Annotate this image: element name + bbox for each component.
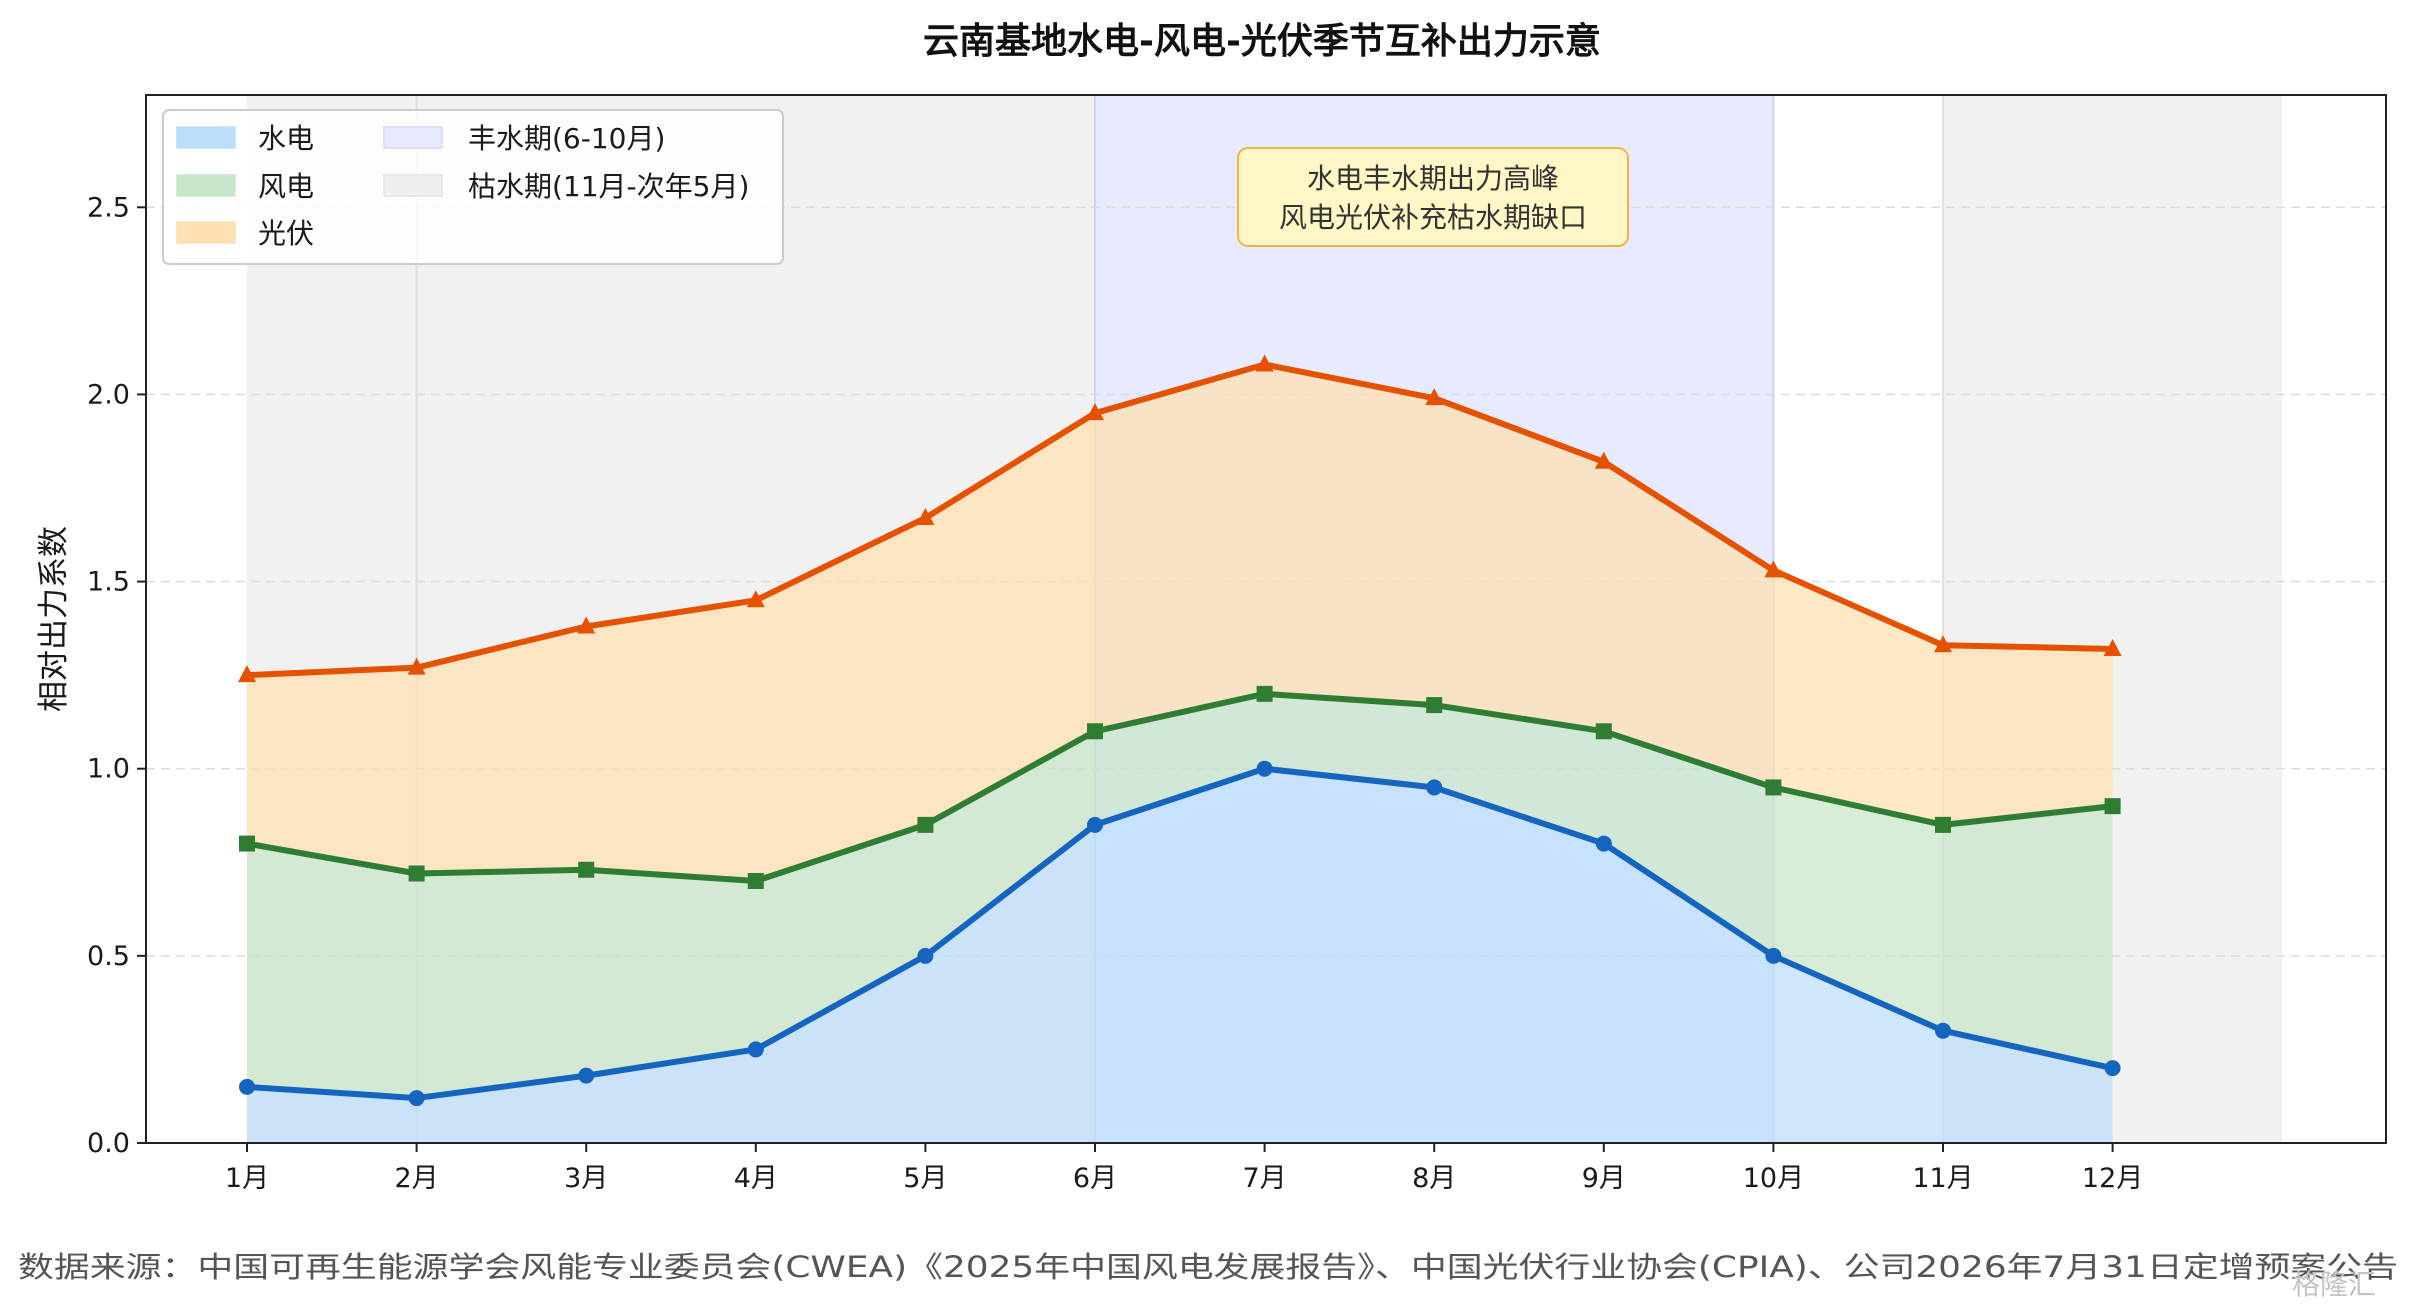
series-line-hydro xyxy=(244,765,2116,1102)
data-point-solar xyxy=(746,590,765,608)
data-point-solar xyxy=(407,657,426,675)
data-point-wind xyxy=(1256,685,1273,702)
x-tick-label: 9月 xyxy=(1582,1163,1626,1194)
y-axis: 0.0 0.5 1.0 1.5 2.0 2.5 xyxy=(87,192,146,1159)
data-point-wind xyxy=(1595,723,1612,740)
data-point-solar xyxy=(1255,354,1274,372)
x-tick-label: 2月 xyxy=(395,1163,439,1194)
x-tick-label: 12月 xyxy=(2082,1163,2143,1194)
data-point-hydro xyxy=(1426,779,1443,796)
x-tick-label: 1月 xyxy=(225,1163,269,1194)
series-lines xyxy=(244,361,2116,1102)
data-point-solar xyxy=(2103,638,2122,656)
legend-item-wind: 风电 xyxy=(176,170,314,203)
data-point-hydro xyxy=(1595,835,1612,852)
data-point-hydro xyxy=(747,1041,764,1058)
series-line-solar xyxy=(244,361,2116,679)
data-point-hydro xyxy=(578,1067,595,1084)
data-point-wind xyxy=(239,835,255,852)
x-tick-label: 8月 xyxy=(1412,1163,1456,1194)
x-tick-label: 10月 xyxy=(1743,1163,1804,1194)
x-tick-label: 5月 xyxy=(903,1163,947,1194)
x-axis: 1月 2月 3月 4月 5月 6月 7月 8月 9月 10月 11月 12月 xyxy=(225,1143,2143,1194)
data-point-hydro xyxy=(917,947,934,964)
annotation-line-1: 水电丰水期出力高峰 xyxy=(1307,162,1559,195)
series-markers xyxy=(238,354,2122,1107)
x-tick-label: 11月 xyxy=(1912,1163,1973,1194)
area-hydro xyxy=(247,768,2113,1143)
y-tick-label: 0.0 xyxy=(87,1128,130,1159)
data-point-solar xyxy=(577,616,596,634)
watermark: 格隆汇 xyxy=(2292,1268,2376,1301)
data-point-hydro xyxy=(408,1090,425,1107)
chart-title: 云南基地水电-风电-光伏季节互补出力示意 xyxy=(923,21,1601,62)
data-point-wind xyxy=(1087,723,1103,740)
annotation-line-2: 风电光伏补充枯水期缺口 xyxy=(1279,201,1587,234)
series-line-wind xyxy=(244,690,2116,884)
data-point-solar xyxy=(1086,403,1104,421)
x-tick-label: 4月 xyxy=(734,1163,778,1194)
area-fills xyxy=(247,364,2113,1143)
data-point-hydro xyxy=(2104,1060,2121,1077)
data-point-wind xyxy=(578,861,595,878)
y-tick-label: 1.5 xyxy=(87,567,130,598)
area-solar xyxy=(247,364,2113,881)
legend-item-dry-season: 枯水期(11月-次年5月) xyxy=(383,170,749,203)
data-point-wind xyxy=(1426,697,1443,714)
legend-label-wet-season: 丰水期(6-10月) xyxy=(468,122,665,155)
x-tick-label: 3月 xyxy=(564,1163,608,1194)
data-point-wind xyxy=(917,816,934,833)
data-point-wind xyxy=(1935,816,1951,833)
y-tick-label: 2.5 xyxy=(87,192,130,223)
data-point-solar xyxy=(1425,388,1444,406)
data-point-wind xyxy=(408,865,425,882)
y-tick-label: 1.0 xyxy=(87,754,130,785)
data-point-wind xyxy=(747,873,764,889)
legend-label-hydro: 水电 xyxy=(258,122,314,155)
data-point-wind xyxy=(2104,798,2121,815)
data-point-hydro xyxy=(1935,1022,1951,1039)
data-point-solar xyxy=(916,507,935,525)
data-point-hydro xyxy=(239,1078,255,1095)
y-axis-label: 相对出力系数 xyxy=(36,526,72,712)
legend-label-wind: 风电 xyxy=(258,170,314,203)
data-point-hydro xyxy=(1765,947,1782,964)
data-point-hydro xyxy=(1087,816,1103,833)
legend-item-hydro: 水电 xyxy=(176,122,314,155)
annotation-box: 水电丰水期出力高峰 风电光伏补充枯水期缺口 xyxy=(1237,147,1629,247)
x-tick-label: 7月 xyxy=(1243,1163,1287,1194)
data-point-hydro xyxy=(1256,760,1273,777)
data-point-solar xyxy=(1934,635,1952,653)
data-point-wind xyxy=(1765,779,1782,796)
legend-label-solar: 光伏 xyxy=(258,217,314,250)
plot-frame xyxy=(145,94,2387,1144)
legend-item-solar: 光伏 xyxy=(176,217,314,250)
legend-item-wet-season: 丰水期(6-10月) xyxy=(383,122,665,155)
y-tick-label: 0.5 xyxy=(87,941,130,972)
data-point-solar xyxy=(1764,560,1783,578)
area-wind xyxy=(247,693,2113,1099)
legend: 水电 风电 光伏 丰水期(6-10月) 枯水期(11月-次年5月) xyxy=(162,109,784,265)
legend-label-dry-season: 枯水期(11月-次年5月) xyxy=(468,170,749,203)
x-tick-label: 6月 xyxy=(1073,1163,1117,1194)
source-note: 数据来源：中国可再生能源学会风能专业委员会(CWEA)《2025年中国风电发展报… xyxy=(18,1250,2398,1284)
y-tick-label: 2.0 xyxy=(87,379,130,410)
data-point-solar xyxy=(238,665,256,683)
data-point-solar xyxy=(1594,451,1613,469)
